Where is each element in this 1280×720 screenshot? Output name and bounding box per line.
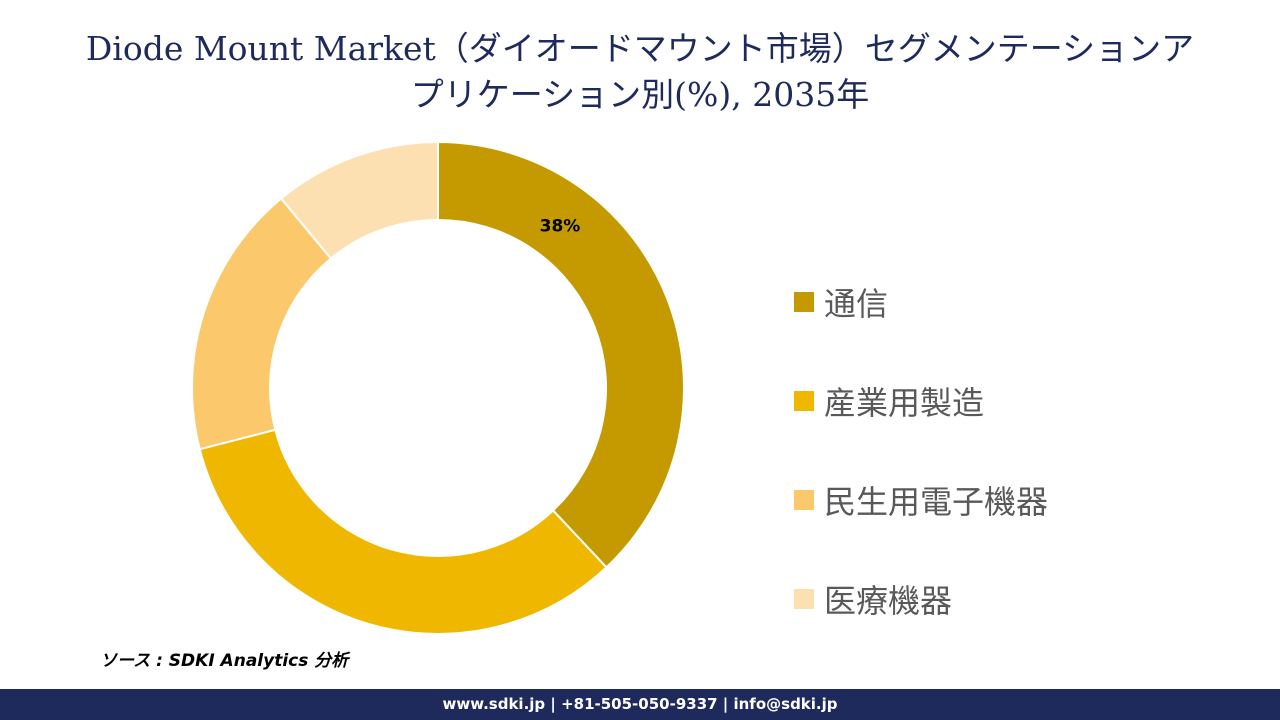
legend-item-1: 産業用製造 — [794, 351, 1214, 450]
legend-swatch-2 — [794, 489, 814, 510]
legend-item-3: 医療機器 — [794, 549, 1214, 648]
legend-label-3: 医療機器 — [824, 581, 953, 620]
legend-swatch-1 — [794, 390, 814, 411]
donut-slice-1 — [198, 428, 608, 635]
chart-title: Diode Mount Market（ダイオードマウント市場）セグメンテーション… — [0, 26, 1280, 118]
donut-slice-2 — [191, 197, 333, 451]
data-label-0: 38% — [540, 217, 581, 237]
legend-swatch-3 — [794, 588, 814, 609]
legend-item-2: 民生用電子機器 — [794, 450, 1214, 549]
footer-contact-bar: www.sdki.jp | +81-505-050-9337 | info@sd… — [0, 689, 1280, 720]
legend-label-0: 通信 — [824, 284, 889, 323]
chart-legend: 通信 産業用製造 民生用電子機器 医療機器 — [794, 252, 1214, 648]
legend-label-2: 民生用電子機器 — [824, 482, 1049, 521]
donut-slice-3 — [279, 140, 439, 260]
chart-title-line-2: プリケーション別(%), 2035年 — [410, 75, 870, 114]
legend-item-0: 通信 — [794, 252, 1214, 351]
source-note: ソース : SDKI Analytics 分析 — [100, 651, 349, 671]
donut-slice-0 — [437, 140, 685, 569]
chart-title-line-1: Diode Mount Market（ダイオードマウント市場）セグメンテーション… — [85, 29, 1195, 68]
legend-label-1: 産業用製造 — [824, 383, 985, 422]
legend-swatch-0 — [794, 291, 814, 312]
